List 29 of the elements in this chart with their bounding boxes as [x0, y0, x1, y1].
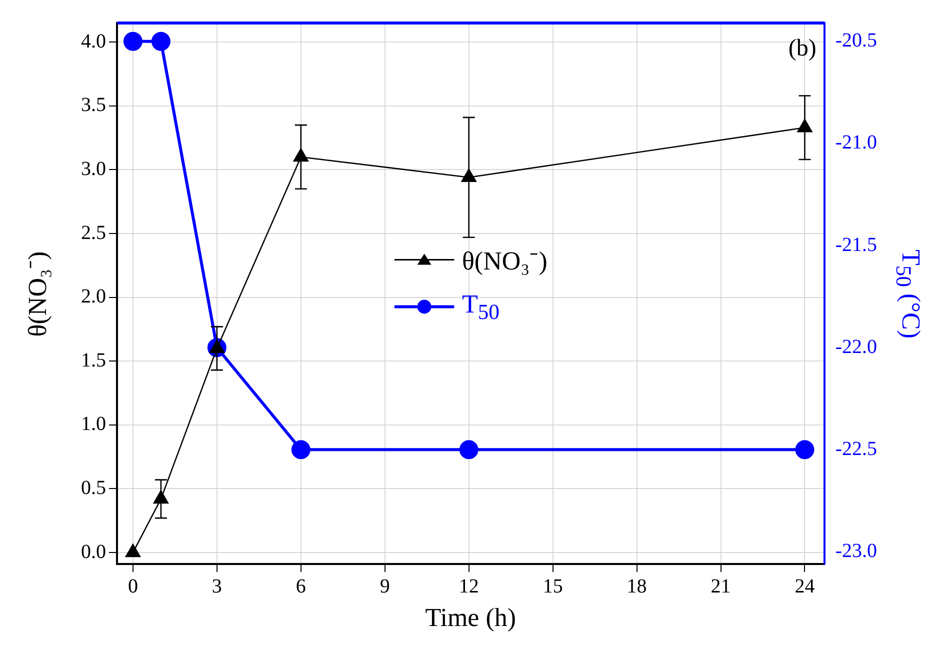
y-tick-label: 3.0 [81, 158, 106, 180]
y2-tick-label: -22.5 [835, 438, 878, 460]
x-tick-label: 0 [128, 575, 138, 598]
y-tick-label: 0.0 [81, 540, 106, 563]
y-tick-label: 0.5 [81, 476, 106, 499]
y2-tick-label: -21.5 [835, 234, 878, 256]
y-axis-title: θ(NO₃⁻) [22, 250, 53, 336]
x-tick-label: 12 [458, 575, 479, 598]
x-tick-label: 24 [794, 575, 815, 598]
y-tick-label: 2.0 [81, 286, 106, 308]
y2-tick-label: -20.5 [835, 30, 878, 52]
x-tick-label: 3 [212, 575, 222, 598]
x-tick-label: 21 [710, 575, 731, 598]
y2-tick-label: -21.0 [835, 132, 878, 154]
y-tick-label: 1.0 [81, 413, 106, 436]
y-tick-label: 4.0 [81, 30, 106, 52]
y-tick-label: 2.5 [81, 222, 106, 244]
y2-tick-label: -23.0 [835, 540, 878, 562]
x-tick-label: 18 [626, 575, 647, 598]
x-tick-label: 6 [296, 575, 306, 598]
x-axis-title: Time (h) [425, 603, 516, 633]
y2-tick-label: -22.0 [835, 336, 878, 358]
x-tick-label: 9 [380, 575, 390, 598]
y-tick-label: 1.5 [81, 349, 106, 372]
legend-label: T$_{50}$ [462, 289, 500, 324]
legend-label: θ(NO₃⁻) [462, 245, 548, 278]
annotation: (b) [788, 35, 816, 62]
x-tick-label: 15 [542, 575, 563, 598]
y-tick-label: 3.5 [81, 94, 106, 116]
